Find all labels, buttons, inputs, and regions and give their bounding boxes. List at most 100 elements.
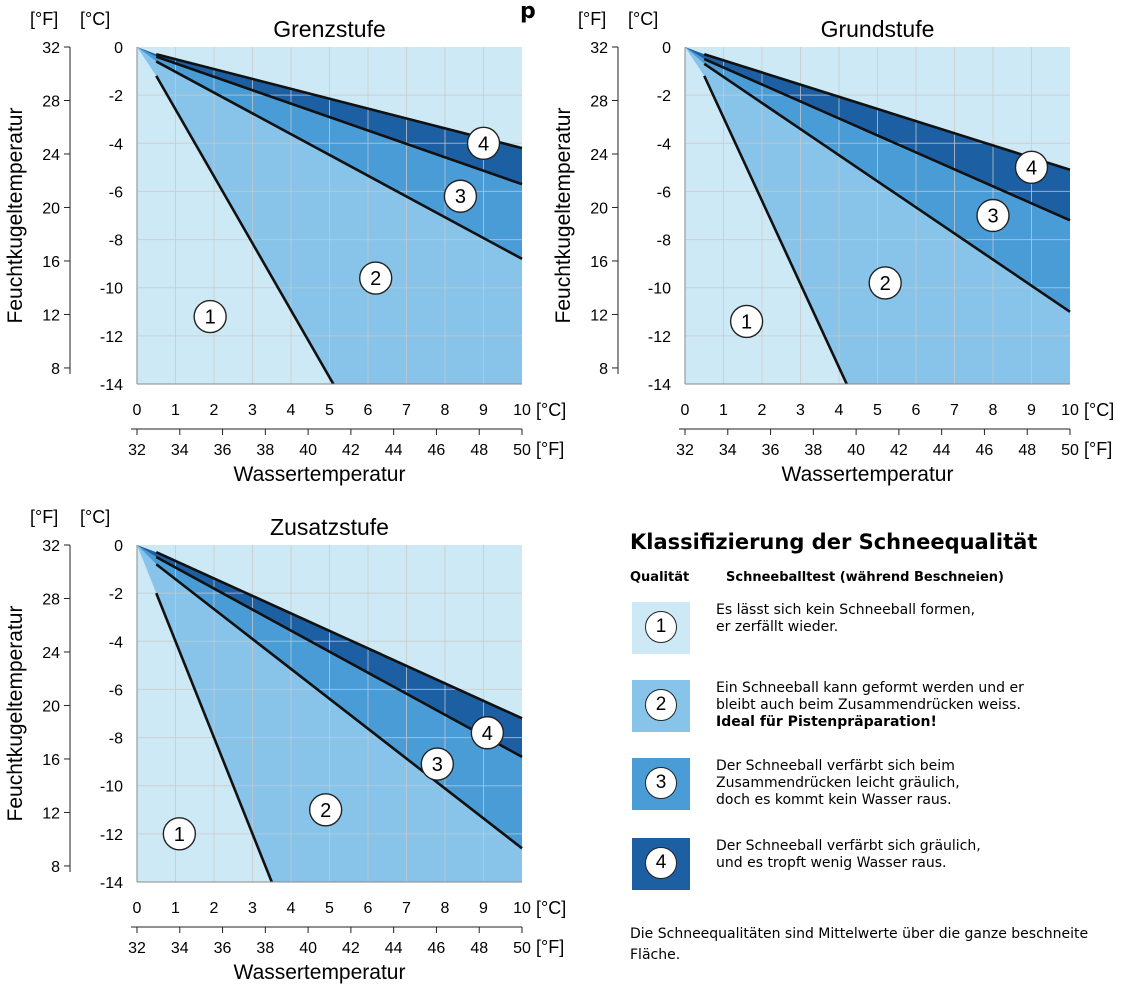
legend-title: Klassifizierung der Schneequalität (630, 530, 1138, 554)
legend-swatch-4: 4 (632, 838, 690, 890)
y-tick-c: -12 (648, 329, 671, 346)
y-axis-label: Feuchtkugeltemperatur (552, 108, 575, 324)
x-tick-f: 46 (976, 442, 994, 459)
x-tick-f: 48 (470, 940, 488, 957)
legend-desc-4-line2: und es tropft wenig Wasser raus. (716, 855, 1138, 872)
x-tick-f: 40 (847, 442, 865, 459)
legend-number-4: 4 (645, 847, 677, 879)
y-tick-f: 16 (590, 254, 608, 271)
y-tick-c: -10 (648, 281, 671, 298)
y-tick-c: -8 (109, 233, 123, 250)
x-tick-f: 48 (470, 442, 488, 459)
x-tick-c: 4 (287, 402, 296, 419)
x-tick-f: 46 (428, 442, 446, 459)
x-tick-c: 4 (287, 900, 296, 917)
y-tick-c: -4 (109, 136, 123, 153)
legend-number-1: 1 (645, 611, 677, 643)
x-tick-f: 32 (676, 442, 694, 459)
y-tick-c: -8 (657, 233, 671, 250)
legend-desc-2-line1: Ein Schneeball kann geformt werden und e… (716, 680, 1138, 697)
zone-label-4: 4 (478, 133, 489, 155)
legend-desc-1-line1: Es lässt sich kein Schneeball formen, (716, 602, 1138, 619)
y-tick-c: 0 (114, 538, 123, 555)
x-tick-c: 3 (796, 402, 805, 419)
chart-title: Grundstufe (821, 16, 935, 42)
zone-label-2: 2 (320, 800, 331, 822)
y-unit-c: [°C] (628, 9, 658, 29)
y-tick-c: -6 (657, 184, 671, 201)
legend-swatch-3: 3 (632, 758, 690, 810)
y-unit-f: [°F] (30, 9, 58, 29)
y-tick-f: 28 (42, 93, 60, 110)
chart-3: 1234Zusatzstufe[°F] [°C]0-2-4-6-8-10-12-1… (4, 507, 566, 984)
legend-item-1: 1 Es lässt sich kein Schneeball formen, … (630, 602, 1138, 672)
legend-desc-3-line1: Der Schneeball verfärbt sich beim (716, 758, 1138, 775)
x-tick-f: 44 (385, 442, 403, 459)
x-tick-f: 44 (933, 442, 951, 459)
x-tick-c: 3 (248, 900, 257, 917)
x-tick-c: 9 (479, 900, 488, 917)
y-tick-f: 16 (42, 254, 60, 271)
y-tick-c: -14 (100, 377, 123, 394)
legend-number-2: 2 (645, 689, 677, 721)
legend-swatch-2: 2 (632, 680, 690, 732)
zone-label-1: 1 (741, 311, 752, 333)
x-tick-c: 5 (325, 900, 334, 917)
x-tick-c: 0 (133, 900, 142, 917)
x-tick-f: 44 (385, 940, 403, 957)
y-tick-f: 8 (599, 361, 608, 378)
y-tick-f: 24 (590, 147, 608, 164)
x-tick-c: 10 (513, 402, 531, 419)
x-tick-f: 36 (214, 442, 232, 459)
page-title-fragment: p (520, 0, 536, 24)
y-tick-f: 8 (51, 361, 60, 378)
legend-col-quality: Qualität (630, 570, 689, 585)
x-tick-c: 7 (402, 900, 411, 917)
y-tick-f: 12 (42, 307, 60, 324)
x-tick-f: 50 (513, 940, 531, 957)
x-tick-c: 4 (835, 402, 844, 419)
x-unit-f: [°F] (536, 937, 564, 957)
y-unit-f: [°F] (30, 507, 58, 527)
y-tick-f: 28 (590, 93, 608, 110)
x-tick-c: 6 (364, 900, 373, 917)
y-tick-f: 20 (590, 200, 608, 217)
y-tick-f: 32 (42, 538, 60, 555)
x-tick-f: 34 (171, 442, 189, 459)
y-tick-c: -2 (657, 88, 671, 105)
y-tick-c: -4 (657, 136, 671, 153)
x-tick-c: 8 (441, 900, 450, 917)
y-tick-c: -10 (100, 779, 123, 796)
x-tick-c: 10 (1061, 402, 1079, 419)
legend-desc-4-line1: Der Schneeball verfärbt sich gräulich, (716, 838, 1138, 855)
y-unit-c: [°C] (80, 9, 110, 29)
zone-label-1: 1 (205, 307, 216, 329)
x-unit-c: [°C] (536, 898, 566, 918)
x-tick-c: 2 (210, 900, 219, 917)
x-axis-label: Wassertemperatur (782, 463, 954, 486)
zone-label-2: 2 (880, 273, 891, 295)
x-tick-c: 1 (171, 900, 180, 917)
legend-panel: Klassifizierung der Schneequalität Quali… (630, 530, 1138, 830)
y-tick-f: 24 (42, 645, 60, 662)
y-tick-f: 16 (42, 752, 60, 769)
y-tick-c: -2 (109, 88, 123, 105)
legend-desc-3-line2: Zusammendrücken leicht gräulich, (716, 775, 1138, 792)
x-tick-c: 2 (210, 402, 219, 419)
x-tick-f: 32 (128, 940, 146, 957)
x-tick-c: 9 (479, 402, 488, 419)
legend-desc-1: Es lässt sich kein Schneeball formen, er… (716, 602, 1138, 636)
x-tick-f: 38 (804, 442, 822, 459)
x-tick-f: 42 (342, 940, 360, 957)
y-tick-c: -12 (100, 827, 123, 844)
x-tick-f: 42 (890, 442, 908, 459)
y-tick-f: 24 (42, 147, 60, 164)
x-unit-c: [°C] (536, 400, 566, 420)
zone-label-3: 3 (455, 186, 466, 208)
x-tick-f: 38 (256, 940, 274, 957)
x-tick-c: 2 (758, 402, 767, 419)
legend-desc-4: Der Schneeball verfärbt sich gräulich, u… (716, 838, 1138, 872)
y-tick-c: 0 (114, 40, 123, 57)
x-tick-c: 3 (248, 402, 257, 419)
